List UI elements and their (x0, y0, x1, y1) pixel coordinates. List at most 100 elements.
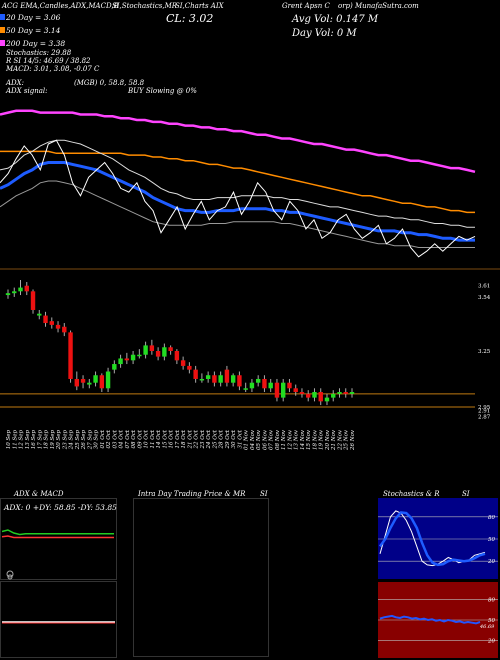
candle-body (55, 324, 61, 329)
date-axis-tick-label: 04 Oct (119, 429, 125, 448)
date-axis-tick-label: 26 Nov (350, 429, 356, 451)
candle-body (162, 347, 167, 357)
candle-body (193, 369, 198, 379)
candle-body (87, 382, 92, 385)
date-axis-tick-label: 16 Oct (169, 429, 175, 448)
date-axis-tick-label: 29 Oct (225, 429, 231, 449)
intraday-panel-title: Intra Day Trading Price & MR (138, 490, 246, 498)
candle-body (112, 364, 117, 370)
date-axis-tick-label: 27 Sep (87, 430, 93, 451)
stochastics-tick-label: 20 (487, 559, 495, 565)
date-axis-tick-label: 25 Nov (344, 429, 350, 451)
date-axis-tick-label: 17 Sep (37, 430, 43, 450)
candle-body (331, 393, 336, 398)
adx-box (0, 498, 117, 580)
ema50-swatch (0, 27, 5, 33)
date-axis-tick-label: 25 Oct (212, 429, 218, 449)
date-axis-tick-label: 21 Oct (187, 429, 193, 449)
candle-body (24, 285, 29, 292)
stochastics-value-label: Stochastics: 29.88 (6, 49, 72, 57)
price-axis-tick-label: 2.95 (478, 405, 491, 411)
candle-body (143, 345, 148, 355)
header-line-1-mid: SI,Stochastics,MR (112, 2, 178, 10)
date-axis-tick-label: 22 Oct (194, 429, 200, 449)
candle-body (218, 375, 223, 383)
candle-body (205, 375, 211, 379)
date-axis-tick-label: 10 Oct (144, 429, 150, 448)
candle-body (105, 371, 111, 389)
candle-body (287, 382, 292, 389)
adx-marker-2 (7, 574, 13, 580)
price-axis-tick-label: 2.91 (478, 409, 490, 415)
candle-body (212, 375, 217, 383)
date-axis-tick-label: 23 Oct (200, 429, 206, 449)
header-line-1-mid2: SI,Charts AIX (175, 2, 224, 10)
candle-body (12, 291, 17, 294)
rsi-tick-label: 80 (488, 598, 495, 604)
date-axis-tick-label: 24 Oct (206, 429, 212, 449)
candle-body (249, 382, 255, 389)
date-axis-tick-label: 14 Nov (300, 429, 306, 450)
ema20-label: 20 Day = 3.06 (6, 13, 61, 22)
candle-body (230, 375, 236, 383)
rsi-line (379, 614, 481, 625)
ema50-label: 50 Day = 3.14 (6, 26, 61, 35)
macd-box (0, 581, 117, 658)
date-axis-tick-label: 20 Nov (325, 429, 331, 451)
candle-body (30, 291, 36, 310)
stochastics-panel-title: Stochastics & R (383, 490, 440, 498)
candle-body (37, 313, 42, 316)
date-axis-tick-label: 08 Oct (131, 429, 137, 448)
stochastics-panel-title-2: SI (462, 490, 470, 498)
ema200-swatch (0, 40, 5, 46)
macd-value-label: MACD: 3.01, 3.08, -0.07 C (6, 65, 100, 73)
candle-body (262, 378, 267, 389)
date-axis-tick-label: 28 Oct (219, 429, 225, 449)
ema-line-200-day (0, 109, 476, 174)
date-axis-tick-label: 13 Sep (25, 430, 31, 450)
candle-body (268, 382, 273, 389)
adx-signal-label: ADX signal: (6, 87, 48, 95)
date-axis-tick-label: 18 Oct (181, 429, 187, 448)
candle-body (180, 360, 186, 366)
intraday-box (133, 498, 269, 657)
ema-line-20-day (0, 161, 475, 242)
candle-body (99, 375, 105, 389)
adx-values: (MGB) 0, 58.8, 58.8 (74, 79, 145, 87)
candle-body (312, 392, 317, 398)
intraday-chart (133, 498, 269, 657)
avg-volume-label: Avg Vol: 0.147 M (292, 14, 379, 25)
date-axis-tick-label: 12 Sep (19, 430, 25, 450)
date-axis-tick-label: 04 Nov (250, 429, 256, 450)
rsi-tick-label: 20 (487, 638, 495, 644)
candle-body (187, 365, 192, 370)
day-volume-label: Day Vol: 0 M (292, 28, 357, 39)
candle-body (93, 375, 98, 383)
candle-body (237, 375, 242, 387)
date-axis-tick-label: 15 Nov (306, 429, 312, 450)
candle-body (62, 326, 67, 333)
date-axis-tick-label: 07 Nov (269, 429, 275, 450)
stochastics-bg (378, 498, 498, 579)
candle-body (80, 378, 86, 383)
date-axis-tick-label: 01 Nov (244, 429, 250, 450)
date-axis-tick-label: 03 Oct (112, 429, 118, 448)
candle-body (224, 369, 230, 383)
date-axis-tick-label: 17 Oct (175, 429, 181, 448)
close-price-label: CL: 3.02 (166, 12, 214, 25)
candle-body (243, 388, 248, 390)
ema-line-upper-band (0, 139, 475, 228)
candle-body (174, 351, 180, 361)
adx-marker (6, 570, 14, 578)
candle-body (155, 351, 161, 357)
candle-body (130, 354, 136, 361)
candle-body (124, 358, 130, 361)
date-axis-tick-label: 14 Oct (156, 429, 162, 448)
date-axis-tick-label: 18 Sep (44, 430, 50, 450)
candle-body (43, 315, 48, 324)
date-axis-tick-label: 02 Oct (106, 429, 112, 448)
date-axis-tick-label: 15 Oct (162, 429, 168, 448)
date-axis-tick-label: 21 Nov (331, 429, 337, 451)
candle-body (343, 392, 348, 394)
candle-body (299, 392, 305, 394)
